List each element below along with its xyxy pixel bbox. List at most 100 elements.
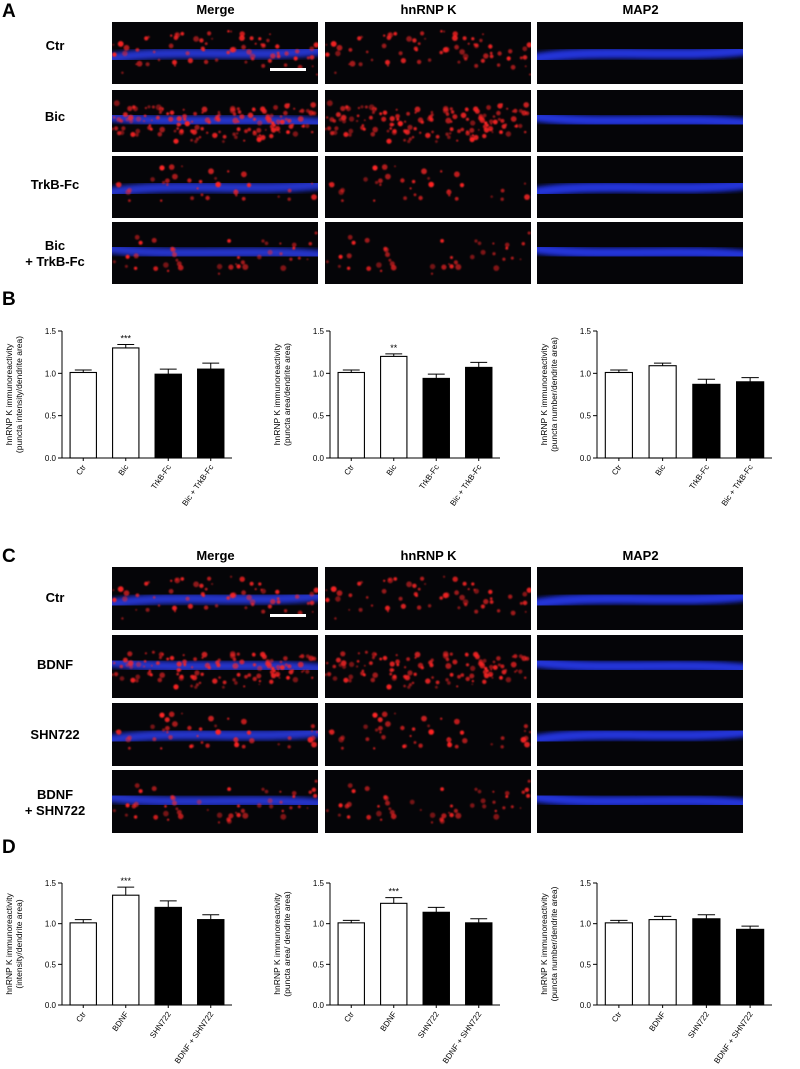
y-axis-label: (puncta intensity/dendrite area) [14,336,24,453]
y-axis-label: (puncta number/dendrite area) [549,337,559,452]
y-axis-label: hnRNP K immunoreactivity [4,893,14,995]
column-header-merge-c: Merge [196,548,235,563]
y-tick-label: 1.0 [313,920,325,929]
bar [154,906,182,1006]
panel-letter-d: D [2,837,16,858]
bar [337,371,365,459]
bar [692,918,721,1006]
y-tick-label: 0.0 [313,454,325,463]
x-tick-label: TrkB-Fc [149,463,173,491]
c-micrograph-r1-blue [537,635,743,698]
bar [197,368,225,459]
c-micrograph-r2-merge [112,703,318,766]
y-tick-label: 1.5 [580,327,592,336]
bar [69,371,97,459]
bar-chart-puncta-number-a: hnRNP K immunoreactivity (puncta number/d… [535,308,800,533]
c-micrograph-r3-red [325,770,531,833]
x-tick-label: Bic [385,463,399,477]
y-tick-label: 1.0 [313,369,325,378]
row-label-bdnf-shn722: BDNF + SHN722 [24,787,86,818]
column-header-hnrnpk: hnRNP K [400,2,457,17]
bar-chart-puncta-area-d: hnRNP K immunoreactivity (puncta area/ de… [268,860,528,1069]
y-axis-label: (intensity/dendrite area) [14,899,24,988]
y-tick-label: 1.0 [580,920,592,929]
panel-letter-c: C [2,546,16,567]
y-tick-label: 0.0 [580,1001,592,1010]
c-micrograph-r0-merge [112,567,318,630]
a-micrograph-r2-blue [537,156,743,218]
bar [692,383,721,459]
y-tick-label: 1.0 [580,369,592,378]
x-tick-label: Ctr [74,463,88,477]
c-micrograph-r0-blue [537,567,743,630]
y-tick-label: 0.5 [580,960,592,969]
x-tick-label: TrkB-Fc [688,463,712,491]
a-micrograph-r2-merge [112,156,318,218]
y-tick-label: 0.5 [580,412,592,421]
bar-chart-puncta-intensity-a: hnRNP K immunoreactivity (puncta intensit… [0,308,260,533]
y-tick-label: 1.5 [45,879,57,888]
row-label-bic: Bic [44,109,66,124]
x-tick-label: Bic + TrkB-Fc [448,463,483,508]
panel-letter-a: A [2,1,16,22]
row-label-ctr-c: Ctr [45,590,65,605]
c-micrograph-r2-red [325,703,531,766]
y-axis-label: hnRNP K immunoreactivity [539,343,549,445]
bar [197,919,225,1006]
x-tick-label: Bic + TrkB-Fc [180,463,215,508]
x-tick-label: BDNF + SHN722 [441,1010,484,1066]
c-micrograph-r3-blue [537,770,743,833]
row-label-bic-trkb-fc: Bic + TrkB-Fc [25,238,85,269]
x-tick-label: Bic [117,463,131,477]
c-micrograph-r1-merge [112,635,318,698]
panel-letter-b: B [2,289,16,310]
y-axis-label: hnRNP K immunoreactivity [4,343,14,445]
bar [112,894,140,1006]
row-label-bdnf: BDNF [36,657,74,672]
bar-chart-puncta-number-d: hnRNP K immunoreactivity (puncta number/d… [535,860,800,1069]
bar [69,922,97,1006]
x-tick-label: Ctr [74,1010,88,1024]
a-micrograph-r2-red [325,156,531,218]
bar-chart-intensity-d: hnRNP K immunoreactivity (intensity/dendr… [0,860,260,1069]
y-axis-label: hnRNP K immunoreactivity [539,893,549,995]
significance-label: ** [390,343,398,353]
y-tick-label: 1.0 [45,369,57,378]
bar [422,377,450,459]
y-tick-label: 0.5 [45,960,57,969]
y-tick-label: 0.0 [45,1001,57,1010]
c-micrograph-r0-red [325,567,531,630]
y-axis-label: hnRNP K immunoreactivity [272,893,282,995]
bar [648,919,677,1006]
c-micrograph-r3-merge [112,770,318,833]
significance-label: *** [388,887,399,897]
bar [337,922,365,1006]
bar [112,347,140,459]
bar [380,902,408,1006]
x-tick-label: SHN722 [686,1010,711,1040]
x-tick-label: BDNF [379,1010,399,1033]
bar [736,928,765,1006]
x-tick-label: TrkB-Fc [417,463,441,491]
y-tick-label: 0.0 [313,1001,325,1010]
a-micrograph-r1-merge [112,90,318,152]
bar [648,365,677,459]
x-tick-label: Ctr [342,1010,356,1024]
bar [604,922,633,1006]
row-label-trkb-fc: TrkB-Fc [30,177,80,192]
a-micrograph-r1-red [325,90,531,152]
x-tick-label: BDNF + SHN722 [712,1010,755,1066]
y-axis-label: hnRNP K immunoreactivity [272,343,282,445]
bar [465,366,493,459]
a-micrograph-r1-blue [537,90,743,152]
y-tick-label: 1.5 [313,327,325,336]
y-tick-label: 0.0 [580,454,592,463]
a-micrograph-r3-red [325,222,531,284]
y-tick-label: 1.0 [45,920,57,929]
y-axis-label: (puncta area/ dendrite area) [282,891,292,997]
x-tick-label: Bic + TrkB-Fc [720,463,755,508]
x-tick-label: Ctr [342,463,356,477]
row-label-shn722: SHN722 [30,727,80,742]
bar [604,371,633,459]
bar-chart-puncta-area-a: hnRNP K immunoreactivity (puncta area/den… [268,308,528,533]
